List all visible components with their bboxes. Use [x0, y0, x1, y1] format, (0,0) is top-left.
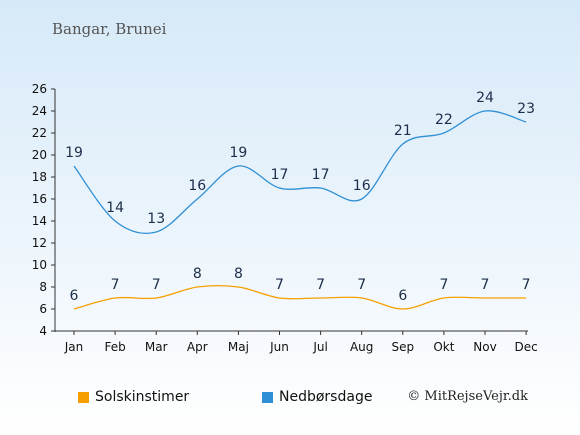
y-tick-label: 18	[32, 170, 47, 184]
data-label-sunshine: 7	[316, 277, 325, 293]
data-label-sunshine: 7	[439, 277, 448, 293]
legend-swatch-sunshine	[78, 391, 89, 403]
data-label-rain-days: 19	[65, 145, 83, 161]
series-line-rain-days	[73, 110, 527, 235]
data-label-rain-days: 17	[312, 167, 330, 183]
x-tick-label: Dec	[514, 340, 537, 354]
data-label-rain-days: 16	[188, 178, 206, 194]
data-label-sunshine: 7	[275, 277, 284, 293]
data-label-sunshine: 8	[234, 266, 243, 282]
y-tick-label: 16	[32, 192, 47, 206]
x-tick-label: Feb	[104, 340, 125, 354]
x-tick-label: Aug	[350, 340, 373, 354]
data-label-sunshine: 6	[398, 288, 407, 304]
x-tick-label: Sep	[391, 340, 414, 354]
data-label-rain-days: 13	[147, 211, 165, 227]
legend-swatch-rain-days	[262, 391, 273, 403]
x-tick-label: Apr	[187, 340, 208, 354]
y-tick-label: 10	[32, 258, 47, 272]
y-tick-label: 20	[32, 148, 47, 162]
y-tick-label: 26	[32, 82, 47, 96]
data-label-sunshine: 6	[70, 288, 79, 304]
legend-label-rain-days: Nedbørsdage	[279, 389, 373, 405]
x-tick-label: Maj	[228, 340, 249, 354]
x-tick-label: Jul	[312, 340, 327, 354]
x-tick-label: Nov	[473, 340, 496, 354]
legend-item-rain-days: Nedbørsdage	[262, 389, 372, 405]
legend-label-sunshine: Solskinstimer	[95, 389, 190, 405]
x-tick-label: Okt	[433, 340, 454, 354]
data-label-sunshine: 7	[522, 277, 531, 293]
data-label-rain-days: 22	[435, 112, 453, 128]
data-label-rain-days: 23	[517, 101, 535, 117]
y-tick-label: 4	[39, 324, 47, 338]
credit-text: © MitRejseVejr.dk	[407, 389, 528, 404]
y-tick-label: 12	[32, 236, 47, 250]
data-label-sunshine: 7	[111, 277, 120, 293]
chart-title: Bangar, Brunei	[52, 20, 167, 38]
data-label-rain-days: 16	[353, 178, 371, 194]
data-label-rain-days: 24	[476, 90, 494, 106]
data-label-rain-days: 17	[271, 167, 289, 183]
x-tick-label: Jan	[64, 340, 84, 354]
data-label-rain-days: 19	[229, 145, 247, 161]
legend-item-sunshine: Solskinstimer	[78, 389, 189, 405]
data-label-sunshine: 7	[481, 277, 490, 293]
series-line-sunshine	[73, 284, 527, 310]
y-tick-label: 6	[39, 302, 47, 316]
y-tick-label: 22	[32, 126, 47, 140]
data-label-sunshine: 7	[152, 277, 161, 293]
data-label-rain-days: 21	[394, 123, 412, 139]
data-label-rain-days: 14	[106, 200, 124, 216]
x-tick-label: Mar	[145, 340, 168, 354]
data-label-sunshine: 8	[193, 266, 202, 282]
y-tick-label: 8	[39, 280, 47, 294]
y-tick-label: 14	[32, 214, 47, 228]
data-label-sunshine: 7	[357, 277, 366, 293]
x-tick-label: Jun	[269, 340, 289, 354]
y-tick-label: 24	[32, 104, 47, 118]
